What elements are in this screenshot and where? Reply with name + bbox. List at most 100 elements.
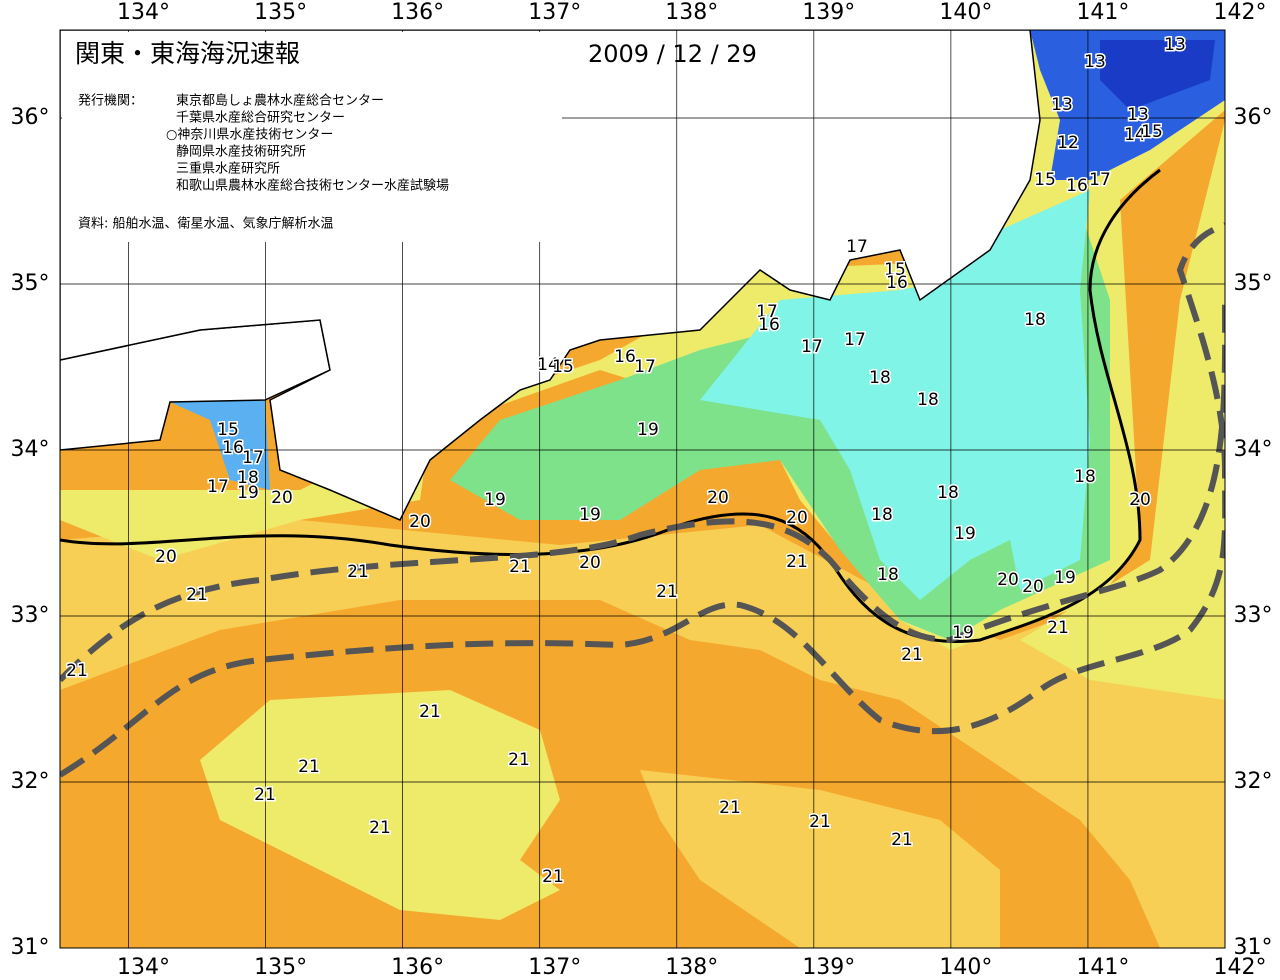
contour-label: 21 [347,562,369,582]
contour-label: 13 [1084,52,1106,72]
publisher: 三重県水産研究所 [176,161,280,177]
y-tick-label: 34° [11,437,50,462]
contour-label: 13 [1127,105,1149,125]
map-area [60,30,1225,948]
contour-label: 19 [237,483,259,503]
contour-label: 20 [409,512,431,532]
contour-label: 18 [869,368,891,388]
contour-label: 21 [901,645,923,665]
contour-label: 21 [419,702,441,722]
contour-label: 16 [758,315,780,335]
contour-label: 21 [508,750,530,770]
contour-label: 19 [952,623,974,643]
contour-label: 21 [719,798,741,818]
contour-label: 18 [877,565,899,585]
x-tick-label: 136° [391,955,444,980]
y-tick-label: 36° [1234,105,1273,130]
yellow-south [200,690,560,920]
contour-label: 18 [237,468,259,488]
contour-label: 21 [891,830,913,850]
publisher: ○神奈川県水産技術センター [166,127,333,143]
contour-label: 20 [707,488,729,508]
contour-label: 17 [756,302,778,322]
y-tick-label: 31° [1234,935,1273,960]
x-tick-label: 140° [939,955,992,980]
contour-label: 15 [1034,170,1056,190]
contour-label: 14 [537,355,559,375]
contour-label: 21 [656,582,678,602]
publisher: 千葉県水産総合研究センター [176,110,345,126]
x-tick-label: 138° [665,955,718,980]
contour-label: 15 [552,357,574,377]
x-tick-label: 139° [802,0,855,25]
contour-label: 13 [1164,35,1186,55]
contour-label: 15 [217,420,239,440]
contour-label: 14 [1124,125,1146,145]
contour-label: 17 [634,357,656,377]
contour-label: 21 [298,757,320,777]
osaka-bay [170,400,270,490]
x-tick-label: 135° [254,0,307,25]
y-tick-label: 36° [11,105,50,130]
y-tick-label: 32° [1234,769,1273,794]
x-tick-label: 134° [117,0,170,25]
contour-label: 21 [509,557,531,577]
contour-label: 20 [1022,577,1044,597]
contour-label: 18 [937,483,959,503]
contour-label: 20 [155,547,177,567]
contour-label: 21 [66,661,88,681]
contour-label: 12 [1057,133,1079,153]
publisher: 東京都島しょ農林水産総合センター [176,93,384,109]
contour-label: 15 [1141,122,1163,142]
contour-label: 17 [801,337,823,357]
contour-label: 20 [271,488,293,508]
x-tick-label: 138° [665,0,718,25]
x-tick-label: 140° [939,0,992,25]
contour-label: 17 [844,330,866,350]
publisher-label: 発行機関： [78,94,143,109]
isotherm-20 [60,168,1161,643]
contour-label: 16 [222,438,244,458]
contour-label: 20 [786,508,808,528]
contour-label: 19 [1054,568,1076,588]
legend-box [62,32,562,242]
contour-label: 19 [954,524,976,544]
y-tick-label: 33° [11,603,50,628]
contour-label: 17 [207,477,229,497]
contour-label: 21 [1047,618,1069,638]
contour-label: 18 [1074,467,1096,487]
contour-label: 17 [242,448,264,468]
source: 資料: 船舶水温、衛星水温、気象庁解析水温 [78,216,334,232]
contour-label: 13 [1051,95,1073,115]
x-tick-label: 137° [528,0,581,25]
contour-label: 19 [579,505,601,525]
x-tick-label: 136° [391,0,444,25]
contour-label: 21 [542,867,564,887]
contour-label: 18 [1024,310,1046,330]
y-tick-label: 31° [11,935,50,960]
x-tick-label: 134° [117,955,170,980]
contour-label: 21 [254,785,276,805]
y-tick-label: 33° [1234,603,1273,628]
contour-label: 17 [846,237,868,257]
title: 関東・東海海況速報 [75,39,300,68]
contour-label: 21 [809,812,831,832]
x-tick-label: 137° [528,955,581,980]
contour-label: 21 [186,585,208,605]
x-tick-label: 135° [254,955,307,980]
x-tick-label: 141° [1076,0,1129,25]
contour-label: 16 [886,273,908,293]
band-south [640,770,1000,948]
contour-label: 19 [637,420,659,440]
publisher: 静岡県水産技術研究所 [176,144,306,160]
x-tick-label: 139° [802,955,855,980]
contour-label: 21 [786,552,808,572]
y-tick-label: 34° [1234,437,1273,462]
x-tick-label: 142° [1214,955,1267,980]
publisher: 和歌山県農林水産総合技術センター水産試験場 [176,178,449,194]
contour-label: 16 [614,347,636,367]
contour-label: 17 [1089,170,1111,190]
y-tick-label: 35° [1234,271,1273,296]
kuroshio-outer [60,222,1225,778]
